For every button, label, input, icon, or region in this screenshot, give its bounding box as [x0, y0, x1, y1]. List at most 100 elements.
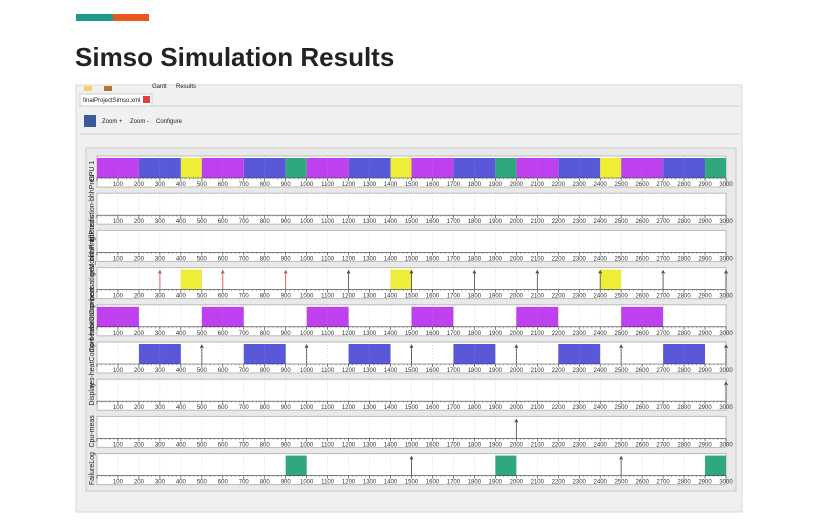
- tick-label: 600: [218, 331, 229, 337]
- tick-label: 2900: [698, 368, 712, 374]
- tick-label: 1300: [363, 405, 377, 411]
- tick-label: 1200: [342, 442, 356, 448]
- tick-label: 2400: [594, 331, 608, 337]
- tick-label: 300: [155, 442, 166, 448]
- tick-label: 1600: [426, 368, 440, 374]
- tick-label: 800: [260, 219, 271, 225]
- tick-label: 400: [176, 442, 187, 448]
- tick-label: 500: [197, 331, 208, 337]
- tab-close[interactable]: [143, 96, 150, 103]
- tick-label: 2400: [594, 256, 608, 262]
- tick-label: 700: [239, 368, 250, 374]
- tick-label: 1800: [468, 480, 482, 486]
- menu-item[interactable]: Results: [176, 84, 196, 90]
- tick-label: 2400: [594, 442, 608, 448]
- tick-label: 2800: [677, 182, 691, 188]
- tick-label: 2300: [573, 442, 587, 448]
- tick-label: 200: [134, 182, 145, 188]
- tick-label: 700: [239, 294, 250, 300]
- tick-label: 1500: [405, 182, 419, 188]
- tick-label: 1100: [321, 182, 335, 188]
- tick-label: 100: [113, 182, 124, 188]
- row-label: heatCompensationMonitoring: [89, 237, 96, 329]
- tick-label: 1600: [426, 442, 440, 448]
- toolbar-button[interactable]: Zoom -: [130, 119, 149, 125]
- tick-label: 100: [113, 219, 124, 225]
- tick-label: 2700: [656, 256, 670, 262]
- tick-label: 2200: [552, 480, 566, 486]
- tick-label: 1300: [363, 219, 377, 225]
- tick-label: 2400: [594, 182, 608, 188]
- tick-label: 1700: [447, 442, 461, 448]
- save-button[interactable]: [84, 115, 96, 127]
- tick-label: 700: [239, 219, 250, 225]
- menu-item[interactable]: Gantt: [152, 84, 167, 90]
- tick-label: 1100: [321, 368, 335, 374]
- tick-label: 2600: [635, 294, 649, 300]
- row-label: ges_bhhPredictions: [89, 214, 96, 276]
- tick-label: 200: [134, 294, 145, 300]
- tick-label: 1600: [426, 480, 440, 486]
- tick-label: 3000: [719, 219, 733, 225]
- row-label: liftPrediction-bhhPres: [89, 174, 96, 241]
- tick-label: 1900: [489, 368, 503, 374]
- tick-label: 1400: [384, 182, 398, 188]
- tick-label: 2500: [614, 405, 628, 411]
- accent-orange: [113, 14, 149, 21]
- tick-label: 2100: [531, 368, 545, 374]
- tick-label: 1700: [447, 480, 461, 486]
- tick-label: 2000: [510, 294, 524, 300]
- toolbar-button[interactable]: Zoom +: [102, 119, 123, 125]
- tick-label: 1100: [321, 405, 335, 411]
- tick-label: 100: [113, 331, 124, 337]
- tick-label: 2900: [698, 219, 712, 225]
- tick-label: 1400: [384, 294, 398, 300]
- tick-label: 2600: [635, 480, 649, 486]
- tick-label: 2500: [614, 331, 628, 337]
- tick-label: 700: [239, 331, 250, 337]
- page-title: Simso Simulation Results: [75, 42, 394, 72]
- tick-label: 600: [218, 405, 229, 411]
- tick-label: 3000: [719, 442, 733, 448]
- tick-label: 1500: [405, 219, 419, 225]
- segment: [705, 455, 726, 476]
- tick-label: 2800: [677, 219, 691, 225]
- tick-label: 3000: [719, 405, 733, 411]
- segment: [285, 158, 307, 178]
- tick-label: 2600: [635, 256, 649, 262]
- tick-label: 700: [239, 256, 250, 262]
- tick-label: 1400: [384, 219, 398, 225]
- tick-label: 2800: [677, 256, 691, 262]
- tick-label: 3000: [719, 256, 733, 262]
- tick-label: 2100: [531, 405, 545, 411]
- tick-label: 2200: [552, 182, 566, 188]
- tick-label: 300: [155, 368, 166, 374]
- tick-label: 700: [239, 405, 250, 411]
- tick-label: 2400: [594, 480, 608, 486]
- tick-label: 1800: [468, 405, 482, 411]
- tick-label: 1600: [426, 182, 440, 188]
- tick-label: 200: [134, 405, 145, 411]
- row-label: FailureLog: [89, 452, 96, 485]
- tick-label: 2200: [552, 219, 566, 225]
- tick-label: 400: [176, 405, 187, 411]
- tick-label: 100: [113, 442, 124, 448]
- tick-label: 800: [260, 442, 271, 448]
- tick-label: 2200: [552, 331, 566, 337]
- tick-label: 1500: [405, 442, 419, 448]
- tick-label: 600: [218, 219, 229, 225]
- tick-label: 800: [260, 405, 271, 411]
- tick-label: 2600: [635, 219, 649, 225]
- toolbar-button[interactable]: Configure: [156, 119, 183, 125]
- tick-label: 200: [134, 219, 145, 225]
- tick-label: 2100: [531, 480, 545, 486]
- tick-label: 2200: [552, 368, 566, 374]
- tick-label: 1900: [489, 442, 503, 448]
- tick-label: 500: [197, 256, 208, 262]
- tick-label: 2500: [614, 442, 628, 448]
- tick-label: 2300: [573, 368, 587, 374]
- segment: [705, 158, 726, 178]
- tick-label: 800: [260, 331, 271, 337]
- tick-label: 800: [260, 480, 271, 486]
- tick-label: 1900: [489, 219, 503, 225]
